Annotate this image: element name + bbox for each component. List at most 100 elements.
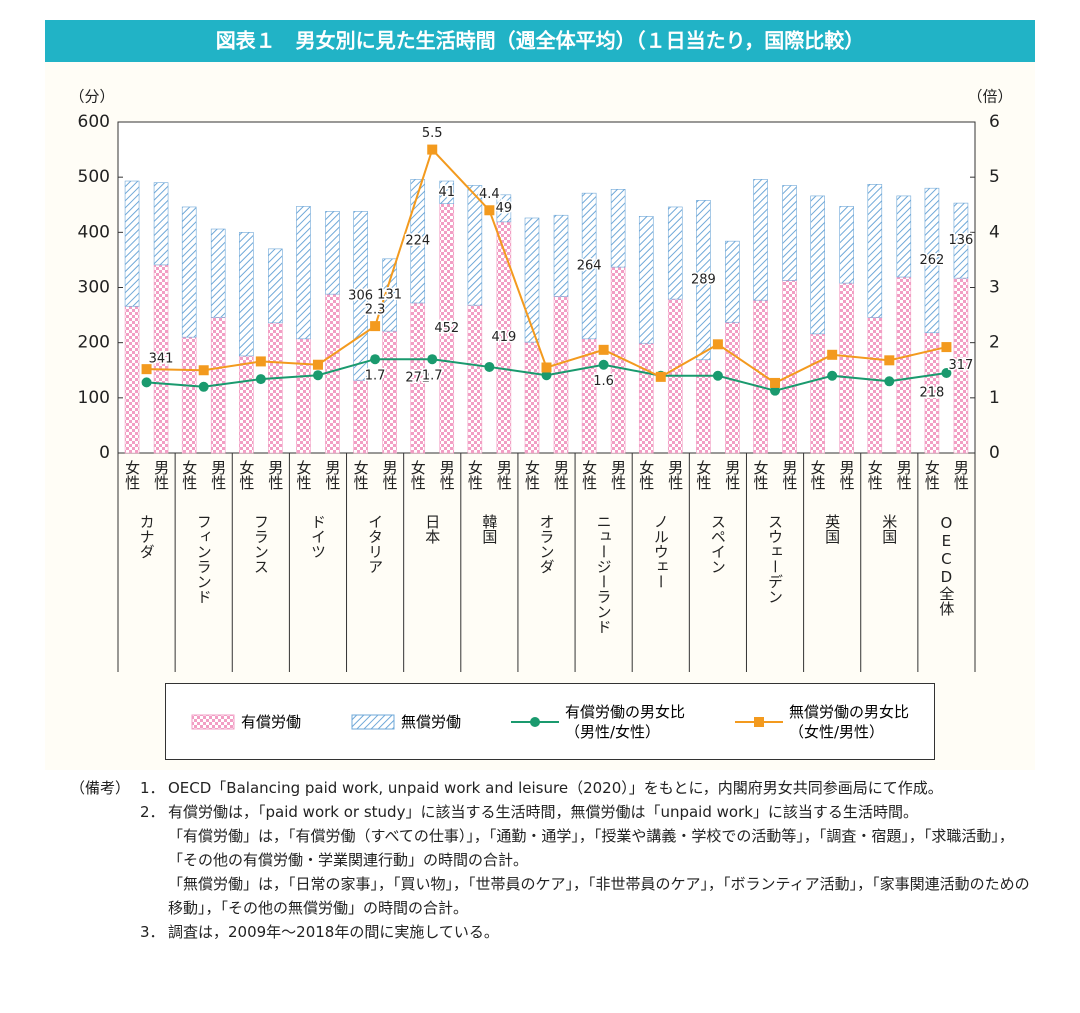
category-label: イタリア: [366, 514, 384, 574]
note-row: 3． 調査は，2009年～2018年の間に実施している。: [70, 920, 1030, 944]
bar-segment: [810, 195, 825, 335]
note-label: [70, 800, 140, 920]
y-axis-label: （分）: [69, 88, 114, 106]
bar-segment: [725, 321, 740, 454]
bar-segment: [296, 338, 311, 454]
data-label: 306: [348, 288, 373, 303]
notes: （備考） 1． OECD「Balancing paid work, unpaid w…: [70, 776, 1030, 944]
line-marker: [884, 355, 895, 366]
category-label: カナダ: [138, 514, 156, 559]
note-label: [70, 920, 140, 944]
sub-category-label: 男性: [609, 460, 627, 490]
sub-category-label: 男性: [438, 460, 456, 490]
data-label: 49: [496, 201, 513, 216]
bar-segment: [638, 216, 654, 344]
note-text: 有償労働は，「paid work or study」に該当する生活時間，無償労働…: [168, 803, 918, 821]
sub-category-label: 男性: [895, 460, 913, 490]
legend: 有償労働 無償労働 有償労働の男女比 （男性/女性） 無償労働の男女比 （女性/男性）: [165, 683, 935, 760]
sub-category-label: 女性: [637, 459, 655, 490]
legend-box: [191, 714, 235, 729]
line-marker: [598, 359, 609, 370]
y-tick-label: 300: [78, 278, 110, 298]
y2-tick-label: 6: [989, 112, 1000, 132]
legend-marker: [529, 716, 540, 727]
y2-axis-label: （倍）: [967, 88, 1012, 106]
legend-label: 無償労働: [400, 712, 461, 731]
line-marker: [941, 342, 952, 353]
line-marker: [770, 385, 781, 396]
legend-swatch: [734, 716, 783, 727]
bar-segment: [924, 187, 940, 334]
bar-segment: [181, 206, 197, 338]
category-label: ニュージーランド: [595, 514, 613, 634]
y2-tick-label: 5: [989, 167, 1000, 187]
bar-segment: [896, 195, 912, 278]
y-tick-label: 600: [78, 112, 110, 132]
bar-segment: [638, 342, 654, 454]
bar-segment: [696, 200, 711, 361]
bar-segment: [953, 202, 969, 279]
data-label: 4.4: [479, 187, 500, 202]
sub-category-label: 女性: [352, 459, 370, 490]
category-label: ノルウェー: [652, 514, 670, 589]
data-label: 452: [434, 321, 459, 336]
bar-segment: [153, 182, 169, 266]
line-marker: [198, 381, 209, 392]
legend-item: 無償労働の男女比 （女性/男性）: [734, 702, 909, 742]
sub-category-label: 女性: [752, 459, 770, 490]
sub-category-label: 女性: [466, 459, 484, 490]
bar-segment: [867, 184, 883, 318]
data-label: 264: [577, 258, 602, 273]
sub-category-label: 男性: [666, 460, 684, 490]
note-label: （備考）: [70, 779, 131, 797]
y2-tick-label: 2: [989, 333, 1000, 353]
sub-category-label: 男性: [323, 460, 341, 490]
legend-item: 有償労働: [191, 712, 301, 732]
bar-segment: [867, 316, 883, 454]
sub-category-label: 女性: [294, 459, 312, 490]
chart: 図表１ 男女別に見た生活時間（週全体平均）（１日当たり，国際比較） （分） （倍…: [45, 20, 1035, 672]
bar-segment: [753, 179, 768, 301]
line-marker: [884, 376, 895, 387]
sub-category-label: 女性: [523, 459, 541, 490]
bar-segment: [524, 217, 540, 343]
bar-segment: [553, 296, 569, 454]
note-row: 2． 有償労働は，「paid work or study」に該当する生活時間，無償…: [70, 800, 1030, 920]
data-label: 272: [405, 370, 430, 385]
bar-segment: [782, 185, 797, 281]
bar-segment: [725, 240, 740, 323]
sub-category-label: 女性: [694, 459, 712, 490]
y-tick-label: 0: [99, 443, 110, 463]
note-text: 調査は，2009年～2018年の間に実施している。: [168, 923, 499, 941]
note-body: 調査は，2009年～2018年の間に実施している。: [168, 920, 1030, 944]
sub-category-label: 女性: [866, 459, 884, 490]
data-label: 317: [949, 358, 974, 373]
bar-segment: [467, 185, 483, 306]
sub-category-label: 女性: [923, 459, 941, 490]
data-label: 1.7: [422, 369, 443, 384]
bar-segment: [839, 206, 854, 284]
sub-category-label: 男性: [838, 460, 856, 490]
legend-label: 無償労働の男女比 （女性/男性）: [788, 702, 909, 741]
y2-tick-label: 1: [989, 388, 1000, 408]
legend-swatch: [191, 714, 235, 729]
line-marker: [427, 354, 438, 365]
category-label: フランス: [252, 514, 270, 574]
bar-segment: [268, 248, 283, 324]
sub-category-label: 女性: [123, 459, 141, 490]
bar-segment: [296, 206, 311, 340]
bar-segment: [696, 359, 711, 454]
note-row: （備考） 1． OECD「Balancing paid work, unpaid w…: [70, 776, 1030, 800]
note-detail: 「有償労働」は，「有償労働（すべての仕事）」，「通勤・通学」，「授業や講義・学校…: [168, 827, 1014, 869]
sub-category-label: 男性: [152, 460, 170, 490]
legend-swatch: [351, 714, 395, 729]
line-marker: [541, 362, 552, 373]
y2-tick-label: 0: [989, 443, 1000, 463]
data-label: 419: [491, 330, 516, 345]
bar-segment: [439, 180, 455, 204]
data-label: 262: [920, 253, 945, 268]
note-number: 1．: [140, 779, 165, 797]
category-label: 韓国: [480, 514, 498, 544]
chart-title: 図表１ 男女別に見た生活時間（週全体平均）（１日当たり，国際比較）: [216, 29, 865, 53]
